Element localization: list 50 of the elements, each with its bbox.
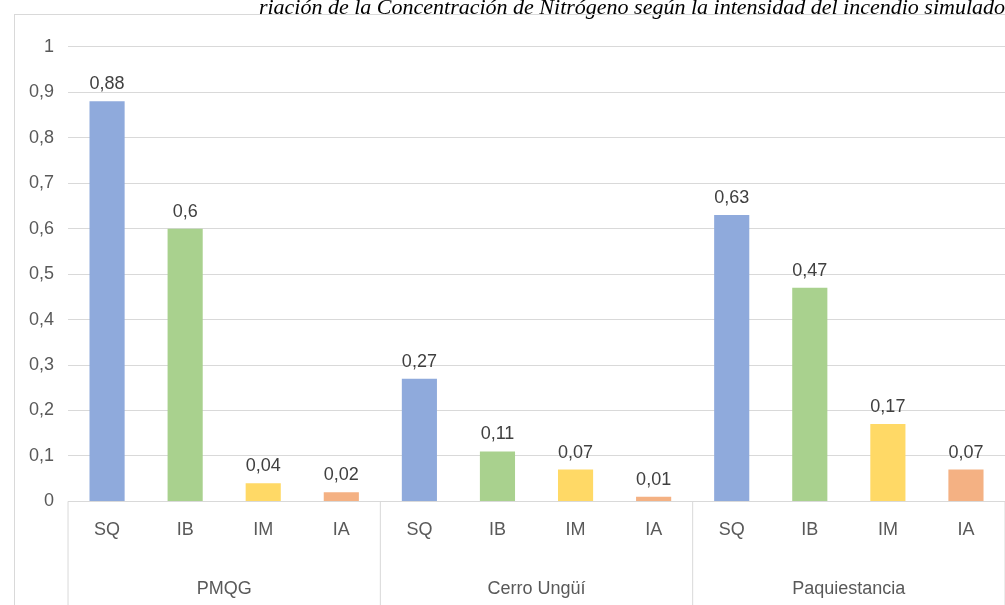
y-tick-label: 0,9 bbox=[28, 81, 55, 102]
y-tick-label: 1 bbox=[44, 35, 55, 56]
x-tick-label: SQ bbox=[406, 519, 433, 540]
data-label: 0,63 bbox=[714, 186, 750, 207]
bar bbox=[245, 483, 281, 501]
text: Cerro Ungüí bbox=[487, 577, 586, 598]
data-label: 0,88 bbox=[89, 73, 125, 94]
data-label: 0,01 bbox=[636, 468, 672, 489]
x-tick-label: SQ bbox=[718, 519, 745, 540]
x-tick-label: IM bbox=[565, 519, 586, 540]
y-tick-label: 0,7 bbox=[28, 172, 55, 193]
y-tick-label: 0,4 bbox=[28, 308, 55, 329]
data-label: 0,07 bbox=[948, 441, 984, 462]
y-tick-label: 0,3 bbox=[28, 353, 55, 374]
data-label: 0,6 bbox=[172, 200, 198, 221]
data-label: 0,02 bbox=[323, 464, 359, 485]
bar bbox=[636, 496, 672, 501]
y-tick-label: 0 bbox=[44, 490, 55, 511]
x-tick-label: IA bbox=[332, 519, 350, 540]
text: Paquiestancia bbox=[792, 577, 907, 598]
bar bbox=[792, 287, 828, 501]
y-tick-label: 0,2 bbox=[28, 399, 55, 420]
bar bbox=[167, 228, 203, 501]
bar bbox=[323, 492, 359, 501]
x-tick-label: IB bbox=[488, 519, 506, 540]
y-tick-label: 0,5 bbox=[28, 263, 55, 284]
bar bbox=[89, 101, 125, 501]
x-tick-label: IB bbox=[176, 519, 194, 540]
x-tick-label: IM bbox=[877, 519, 898, 540]
data-label: 0,11 bbox=[480, 423, 515, 444]
y-tick-label: 0,8 bbox=[28, 126, 55, 147]
y-tick-label: 0,1 bbox=[28, 444, 55, 465]
bar bbox=[401, 378, 437, 501]
bar bbox=[714, 215, 750, 501]
y-tick-label: 0,6 bbox=[28, 217, 55, 238]
data-label: 0,04 bbox=[245, 455, 281, 476]
text: PMQG bbox=[196, 577, 252, 598]
data-label: 0,27 bbox=[401, 350, 437, 371]
bar bbox=[870, 424, 906, 501]
x-tick-label: SQ bbox=[94, 519, 121, 540]
data-label: 0,07 bbox=[558, 441, 594, 462]
x-tick-label: IB bbox=[801, 519, 819, 540]
data-label: 0,17 bbox=[870, 396, 906, 417]
bar bbox=[479, 451, 516, 501]
x-tick-label: IM bbox=[253, 519, 274, 540]
x-tick-label: IA bbox=[645, 519, 663, 540]
bar bbox=[948, 469, 984, 501]
data-label: 0,47 bbox=[792, 259, 828, 280]
x-tick-label: IA bbox=[957, 519, 975, 540]
bar bbox=[557, 469, 594, 501]
